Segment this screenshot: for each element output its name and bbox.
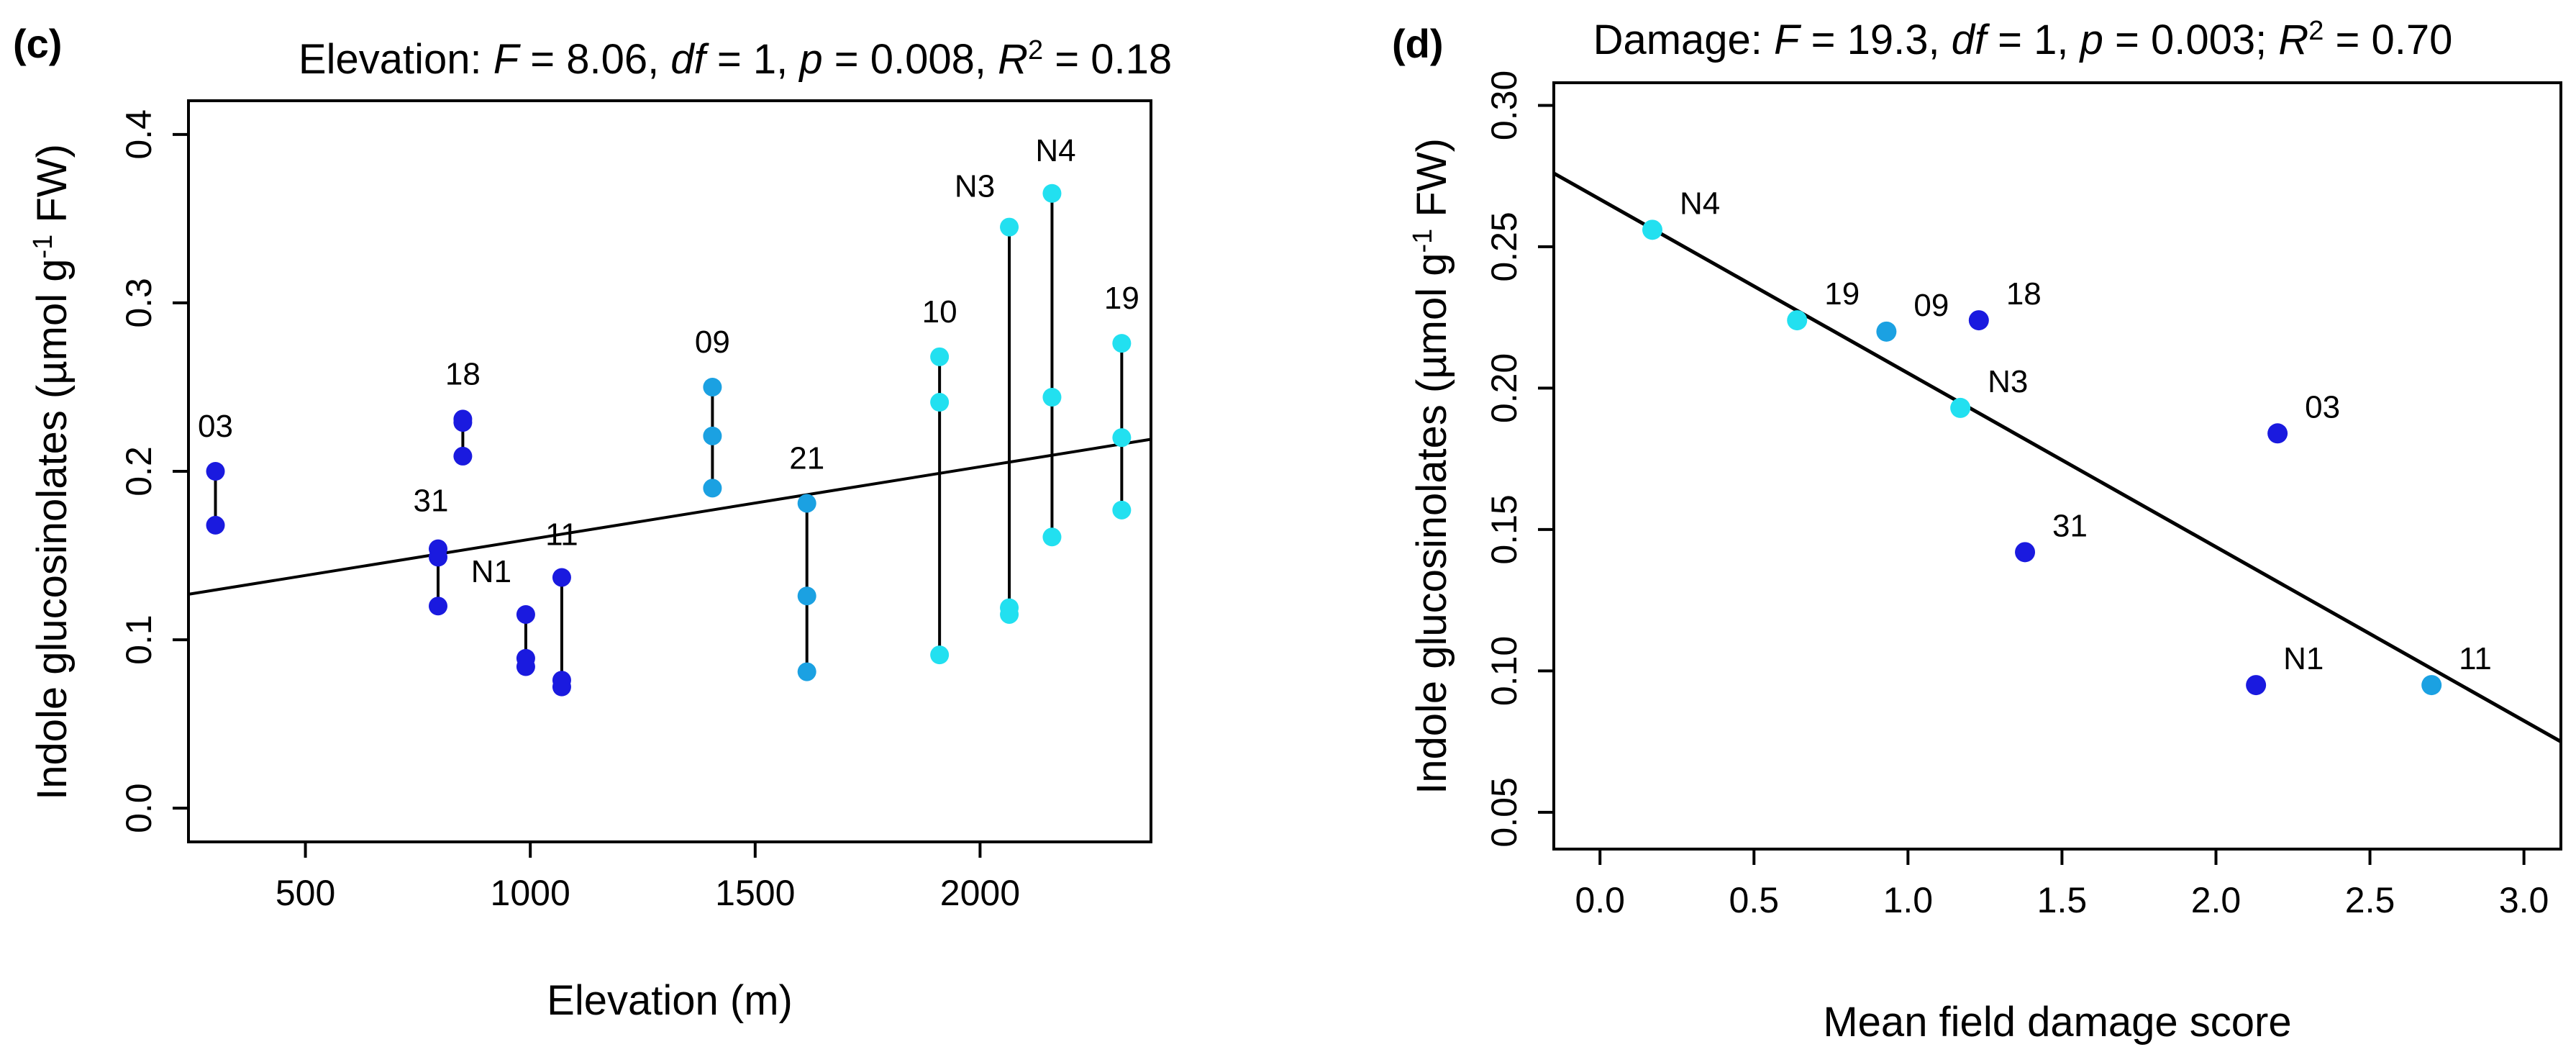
- data-point-03: [206, 462, 225, 481]
- y-axis-title-d: Indole glucosinolates (µmol g-1 FW): [1408, 138, 1455, 794]
- data-point-09: [703, 377, 722, 396]
- y-tick-label-d: 0.10: [1484, 636, 1524, 706]
- chart-title-d: Damage: F = 19.3, df = 1, p = 0.003; R2 …: [1593, 16, 2453, 63]
- x-tick-label-d: 0.5: [1729, 880, 1780, 920]
- data-point-19: [1112, 500, 1132, 520]
- panel-c-elevation-chart: (c) Elevation: F = 8.06, df = 1, p = 0.0…: [13, 21, 1172, 1024]
- site-label-09: 09: [695, 325, 730, 360]
- point-label-31: 31: [2052, 508, 2088, 543]
- point-label-18: 18: [2006, 276, 2042, 312]
- y-axis-d: 0.05 0.10 0.15 0.20 0.25 0.30: [1484, 71, 1554, 848]
- data-point-N3: [1000, 217, 1019, 237]
- regression-line-c: [188, 437, 1152, 596]
- data-point-N4: [1042, 183, 1062, 203]
- x-tick-label-c: 1500: [715, 873, 795, 913]
- y-tick-label-d: 0.15: [1484, 494, 1524, 564]
- x-tick-label-c: 2000: [940, 873, 1020, 913]
- data-point-11: [552, 568, 571, 587]
- data-point-19: [1787, 310, 1808, 331]
- point-label-03: 03: [2305, 389, 2340, 425]
- marks-c: 03 31 18 N1 11 09 21 10 N3 N4 19: [188, 133, 1152, 697]
- data-point-18: [453, 446, 473, 466]
- y-tick-label-d: 0.25: [1484, 212, 1524, 281]
- data-point-N1: [516, 604, 535, 624]
- data-point-18: [1968, 310, 1989, 331]
- data-point-21: [797, 662, 816, 681]
- plot-frame-c: [187, 99, 1152, 843]
- data-point-21: [797, 494, 816, 513]
- data-point-09: [1876, 321, 1897, 342]
- data-point-11: [2421, 675, 2442, 696]
- panel-label-d: (d): [1392, 21, 1444, 66]
- data-point-11: [552, 677, 571, 697]
- x-tick-label-d: 2.0: [2191, 880, 2242, 920]
- x-tick-label-c: 1000: [491, 873, 570, 913]
- site-label-21: 21: [789, 440, 824, 476]
- panel-label-c: (c): [13, 21, 62, 66]
- data-point-31: [429, 597, 448, 616]
- data-point-21: [797, 586, 816, 606]
- x-tick-label-d: 1.0: [1883, 880, 1934, 920]
- data-point-03: [2267, 423, 2288, 444]
- site-label-19: 19: [1104, 281, 1139, 316]
- data-point-10: [930, 347, 950, 366]
- data-point-N4: [1042, 527, 1062, 547]
- y-tick-label-d: 0.20: [1484, 353, 1524, 423]
- data-point-19: [1112, 428, 1132, 448]
- data-point-10: [930, 393, 950, 412]
- data-point-09: [703, 426, 722, 445]
- data-point-31: [2015, 542, 2036, 563]
- x-axis-c: 500 1000 1500 2000: [276, 840, 1020, 913]
- data-point-10: [930, 645, 950, 665]
- x-tick-label-d: 0.0: [1575, 880, 1625, 920]
- y-tick-label-d: 0.05: [1484, 777, 1524, 847]
- site-label-N4: N4: [1035, 133, 1075, 168]
- chart-title-c: Elevation: F = 8.06, df = 1, p = 0.008, …: [299, 35, 1172, 83]
- data-point-N1: [2246, 675, 2267, 696]
- marks-d: N4 19 09 18 N3 03 31 N1 11: [1552, 171, 2562, 743]
- x-axis-d: 0.0 0.5 1.0 1.5 2.0 2.5 3.0: [1575, 848, 2549, 920]
- y-tick-label-c: 0.1: [119, 615, 159, 665]
- point-label-19: 19: [1824, 276, 1860, 312]
- x-axis-title-d: Mean field damage score: [1823, 999, 2291, 1046]
- y-tick-label-c: 0.0: [119, 783, 159, 833]
- x-axis-title-c: Elevation (m): [547, 977, 793, 1024]
- y-tick-label-d: 0.30: [1484, 71, 1524, 140]
- point-label-11: 11: [2459, 641, 2492, 676]
- site-label-11: 11: [545, 517, 578, 552]
- data-point-18: [453, 413, 473, 432]
- y-axis-c: 0.0 0.1 0.2 0.3 0.4: [119, 109, 188, 833]
- data-point-N4: [1042, 388, 1062, 407]
- y-tick-label-c: 0.2: [119, 446, 159, 496]
- data-point-N3: [1950, 397, 1971, 418]
- data-point-09: [703, 479, 722, 498]
- y-axis-title-c: Indole glucosinolates (µmol g-1 FW): [28, 144, 76, 800]
- regression-line-d: [1552, 171, 2562, 743]
- panel-d-damage-chart: (d) Damage: F = 19.3, df = 1, p = 0.003;…: [1392, 16, 2562, 1046]
- point-label-09: 09: [1913, 288, 1949, 323]
- x-tick-label-d: 2.5: [2345, 880, 2395, 920]
- point-label-N3: N3: [1988, 364, 2028, 399]
- site-label-31: 31: [414, 484, 449, 519]
- data-point-19: [1112, 334, 1132, 353]
- data-point-03: [206, 515, 225, 535]
- y-tick-label-c: 0.3: [119, 278, 159, 328]
- data-point-N1: [516, 657, 535, 676]
- site-label-N1: N1: [471, 554, 511, 589]
- site-label-10: 10: [922, 294, 957, 330]
- site-label-18: 18: [445, 356, 481, 391]
- data-point-31: [429, 548, 448, 567]
- point-label-N4: N4: [1680, 186, 1720, 221]
- x-tick-label-d: 3.0: [2499, 880, 2549, 920]
- site-label-03: 03: [198, 409, 233, 444]
- x-tick-label-c: 500: [276, 873, 335, 913]
- x-tick-label-d: 1.5: [2037, 880, 2088, 920]
- data-point-N3: [1000, 604, 1019, 624]
- data-point-N4: [1642, 219, 1663, 240]
- y-tick-label-c: 0.4: [119, 109, 159, 160]
- site-label-N3: N3: [955, 169, 995, 204]
- point-label-N1: N1: [2283, 641, 2324, 676]
